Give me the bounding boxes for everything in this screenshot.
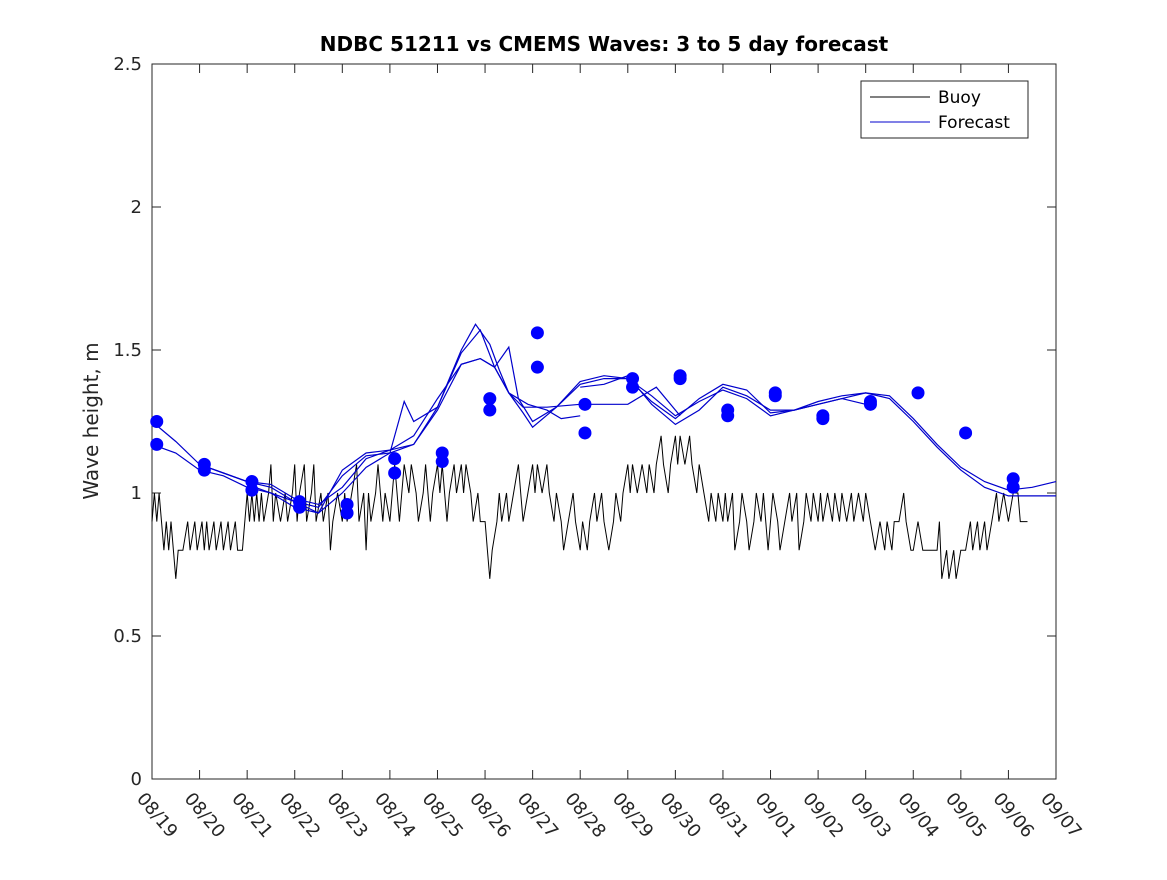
forecast-marker [626,380,640,394]
legend: Buoy Forecast [860,80,1029,139]
forecast-marker [863,397,877,411]
forecast-marker [292,500,306,514]
chart-title: NDBC 51211 vs CMEMS Waves: 3 to 5 day fo… [320,32,889,56]
forecast-marker [816,412,830,426]
forecast-marker [245,483,259,497]
forecast-marker [483,403,497,417]
y-tick-label: 1.5 [113,340,142,361]
forecast-marker [388,466,402,480]
forecast-marker [959,426,973,440]
forecast-run-line [246,345,1056,514]
forecast-marker [530,360,544,374]
y-tick-label: 2 [131,197,142,218]
forecast-marker [150,415,164,428]
y-axis-label: Wave height, m [79,342,103,499]
buoy-series-line [151,435,1028,579]
forecast-run-line [580,374,1057,491]
legend-buoy-label: Buoy [938,88,981,108]
y-tick-label: 0.5 [113,626,142,647]
forecast-marker [578,397,592,411]
forecast-marker [483,392,497,406]
legend-forecast-label: Forecast [938,113,1010,133]
y-tick-label: 2.5 [113,54,142,75]
forecast-marker [150,437,164,451]
forecast-marker [721,409,735,423]
legend-box [860,80,1029,139]
forecast-marker [578,426,592,440]
forecast-marker [530,326,544,340]
forecast-marker [768,389,782,403]
forecast-run-line [199,323,866,508]
forecast-marker [340,506,354,520]
forecast-marker [911,386,925,400]
forecast-marker [1006,480,1020,494]
y-tick-label: 0 [131,769,142,790]
forecast-marker [388,452,402,466]
forecast-marker [435,455,449,469]
y-tick-label: 1 [131,483,142,504]
forecast-marker [673,372,687,386]
forecast-marker [197,463,211,477]
